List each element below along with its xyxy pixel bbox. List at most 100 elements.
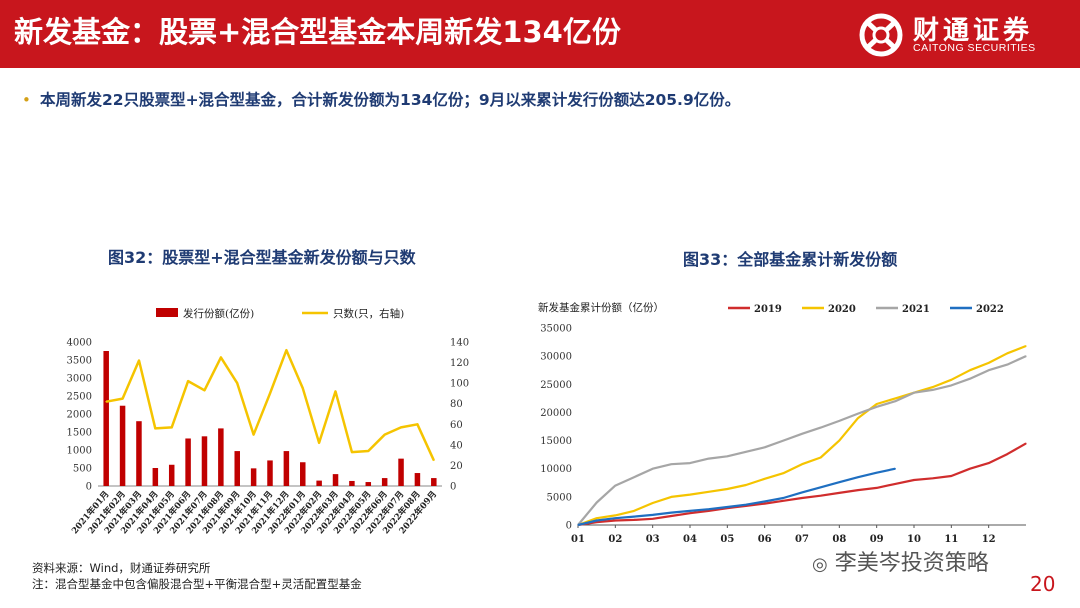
line-point [236,382,239,384]
point-2021 [801,433,803,435]
point-2019 [596,521,598,523]
point-2022 [820,486,822,488]
series-line-2019 [577,442,1027,527]
y-left-tick-label: 0 [86,482,92,493]
y-tick-label: 5000 [547,492,572,503]
bar [431,478,437,486]
point-2021 [876,406,878,408]
point-2022 [614,517,616,519]
point-2019 [913,479,915,481]
point-2022 [708,508,710,510]
line-point [121,397,124,400]
point-2022 [633,515,635,518]
watermark-text: 李美岑投资策略 [834,551,989,576]
point-2020 [988,362,990,364]
point-2020 [708,491,710,493]
point-2022 [857,476,859,478]
bar [201,436,208,486]
x-tick-label: 10 [907,534,921,545]
point-2019 [708,510,710,512]
line-point [187,380,189,382]
point-2021 [614,485,616,487]
x-tick-label: 11 [944,534,958,545]
point-2019 [820,495,822,497]
point-2021 [894,400,896,402]
line-point [351,451,353,453]
point-2019 [782,500,784,502]
point-2019 [894,483,896,485]
figure33-title: 图33：全部基金累计新发份额 [683,250,898,269]
y-tick-label: 35000 [540,324,572,335]
point-2021 [652,468,654,470]
x-tick-label: 07 [795,534,809,545]
point-2019 [633,519,635,521]
y-left-tick-label: 1500 [67,428,92,439]
point-2021 [745,451,747,453]
bar [414,473,421,486]
point-2022 [801,491,803,493]
point-2020 [1025,345,1027,347]
point-2022 [726,506,728,508]
y-axis-title: 新发基金累计份额（亿份） [538,301,664,314]
point-2019 [876,487,878,489]
y-right-tick-label: 80 [450,399,463,410]
legend-label-2021: 2021 [902,304,930,315]
x-tick-label: 05 [720,534,734,545]
point-2021 [857,412,859,415]
point-2021 [689,462,691,464]
bar [119,405,126,486]
series-line-2022 [577,467,896,527]
y-left-tick-label: 2000 [67,410,92,421]
point-2021 [782,439,784,442]
point-2022 [577,524,579,526]
bar [168,464,175,486]
x-tick-label: 06 [758,534,772,545]
point-2019 [652,518,654,520]
line-point [433,459,435,462]
point-2020 [764,478,766,480]
y-tick-label: 25000 [540,380,572,391]
bar [398,458,404,486]
point-2020 [838,439,840,442]
point-2021 [633,476,635,478]
legend-label-2019: 2019 [754,304,782,315]
point-2019 [764,503,766,505]
page-title: 新发基金：股票+混合型基金本周新发134亿份 [14,15,621,49]
line-point [334,390,337,393]
bar [103,351,109,486]
source-text: 资料来源：Wind，财通证券研究所 [32,561,211,575]
logo-text-en: CAITONG SECURITIES [913,42,1036,54]
point-2019 [614,519,616,522]
y-left-tick-label: 2500 [67,392,92,403]
legend-label-2022: 2022 [976,304,1004,315]
y-right-tick-label: 140 [450,338,469,349]
point-2019 [689,512,691,514]
bar [136,421,142,486]
point-2020 [1006,352,1008,354]
legend-label-line: 只数(只，右轴) [333,307,404,320]
x-tick-label: 04 [683,534,697,545]
company-logo: 财通证券 CAITONG SECURITIES [857,10,1067,60]
y-left-tick-label: 4000 [67,338,92,349]
y-tick-label: 15000 [540,436,572,447]
bar [381,478,388,486]
line-point [220,356,222,359]
bar [234,451,240,486]
x-tick-label: 12 [982,534,996,545]
x-tick-label: 09 [870,534,884,545]
point-2021 [932,389,934,391]
point-2021 [670,463,672,465]
line-point [252,433,255,436]
bar [185,438,191,486]
bar [365,482,372,486]
point-2020 [801,463,803,465]
point-2022 [745,504,747,506]
wechat-icon: ◎ [812,554,828,575]
point-2021 [969,378,971,380]
y-right-tick-label: 40 [450,440,463,451]
point-2020 [932,386,934,388]
line-point [154,427,157,430]
line-point [138,359,140,362]
bar [267,460,273,486]
y-left-tick-label: 500 [73,464,92,475]
